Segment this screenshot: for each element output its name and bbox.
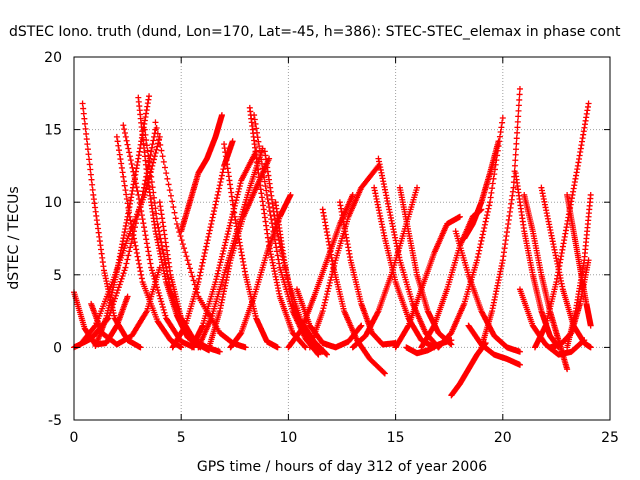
data-series-27 [319, 206, 388, 377]
data-series-15 [188, 148, 260, 351]
data-point-marks [538, 184, 594, 351]
data-point-marks [435, 114, 506, 351]
plot-frame [73, 56, 611, 421]
axes: 0 5 10 15 20 25 -5 0 5 10 15 20 [44, 50, 619, 446]
y-tick-label: 15 [44, 123, 62, 139]
data-series-40 [465, 322, 523, 368]
data-series-38 [452, 228, 523, 355]
x-axis-label: GPS time / hours of day 312 of year 2006 [197, 459, 487, 475]
data-series-13 [169, 138, 236, 351]
data-point-marks [465, 322, 523, 368]
data-series-26 [306, 162, 382, 351]
data-series-49 [564, 191, 594, 351]
y-tick-label: 5 [53, 268, 62, 284]
x-tick-label: 15 [387, 430, 405, 446]
data-series-31 [375, 155, 442, 351]
data-series-42 [512, 170, 562, 351]
data-point-marks [306, 162, 382, 351]
y-tick-label: 10 [44, 195, 62, 211]
data-point-marks [564, 191, 594, 351]
data-point-marks [221, 141, 281, 351]
x-tick-label: 0 [70, 430, 79, 446]
data-point-marks [452, 228, 523, 355]
data-point-marks [319, 206, 388, 377]
x-tick-label: 25 [601, 430, 619, 446]
data-marks [71, 85, 594, 399]
data-series-46 [538, 184, 594, 351]
data-point-marks [375, 155, 442, 351]
chart-title: dSTEC Iono. truth (dund, Lon=170, Lat=-4… [9, 24, 621, 40]
data-series-20 [246, 104, 309, 351]
data-series-5 [88, 264, 163, 348]
data-point-marks [246, 104, 309, 351]
data-point-marks [461, 138, 502, 242]
data-point-marks [88, 264, 163, 348]
data-point-marks [521, 191, 571, 373]
data-series-44 [521, 191, 571, 373]
data-series-39 [461, 138, 502, 242]
data-point-marks [169, 138, 236, 351]
data-series-37 [435, 114, 506, 351]
y-tick-label: -5 [48, 413, 62, 429]
x-tick-label: 10 [279, 430, 297, 446]
data-series-17 [206, 155, 273, 351]
data-point-marks [371, 184, 438, 351]
data-series-30 [371, 184, 438, 351]
y-axis-label: dSTEC / TECUs [6, 186, 22, 289]
x-tick-label: 20 [494, 430, 512, 446]
data-series-29 [349, 184, 421, 351]
data-series-14 [178, 112, 225, 235]
data-point-marks [512, 170, 562, 351]
data-point-marks [188, 148, 260, 351]
data-point-marks [392, 213, 463, 351]
y-tick-label: 20 [44, 50, 62, 66]
data-series-18 [221, 141, 281, 351]
y-tick-label: 0 [53, 340, 62, 356]
x-tick-label: 5 [177, 430, 186, 446]
data-point-marks [206, 155, 273, 351]
data-point-marks [178, 112, 225, 235]
data-point-marks [349, 184, 421, 351]
data-series-32 [392, 213, 463, 351]
